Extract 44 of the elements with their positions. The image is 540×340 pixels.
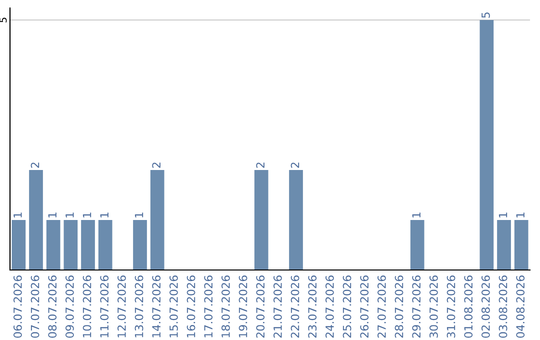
x-tick-label: 03.08.2026: [498, 276, 508, 338]
data-label: 1: [516, 212, 524, 218]
x-tick-label: 22.07.2026: [290, 276, 300, 338]
data-label: 1: [14, 212, 22, 218]
x-tick-label: 27.07.2026: [377, 276, 386, 338]
x-tick-label: 24.07.2026: [325, 276, 334, 338]
data-label: 2: [30, 162, 40, 168]
x-tick-label: 20.07.2026: [256, 276, 265, 338]
data-label: 1: [134, 212, 144, 218]
data-label: 1: [498, 212, 508, 218]
x-tick-label: 06.07.2026: [13, 276, 22, 338]
data-label: 5: [482, 12, 490, 18]
x-tick-label: 14.07.2026: [152, 276, 161, 338]
x-tick-label: 07.07.2026: [30, 276, 40, 338]
data-label: 2: [152, 162, 160, 168]
x-tick-label: 17.07.2026: [204, 276, 213, 338]
data-label: 1: [412, 212, 420, 218]
x-tick-label: 12.07.2026: [117, 276, 126, 338]
x-tick-label: 26.07.2026: [360, 276, 369, 338]
x-tick-label: 28.07.2026: [394, 276, 404, 338]
x-tick-label: 31.07.2026: [446, 276, 456, 338]
data-label: 1: [82, 212, 92, 218]
x-tick-label: 09.07.2026: [65, 276, 74, 338]
data-label: 1: [48, 212, 56, 218]
x-tick-label: 16.07.2026: [186, 276, 196, 338]
x-tick-label: 13.07.2026: [134, 276, 144, 338]
x-tick-label: 29.07.2026: [412, 276, 421, 338]
x-tick-label: 04.08.2026: [516, 276, 525, 338]
data-label: 1: [100, 212, 108, 218]
x-tick-label: 30.07.2026: [429, 276, 438, 338]
x-tick-label: 19.07.2026: [238, 276, 248, 338]
x-tick-label: 01.08.2026: [464, 276, 473, 338]
x-tick-label: 10.07.2026: [82, 276, 92, 338]
x-tick-label: 18.07.2026: [221, 276, 230, 338]
x-tick-label: 02.08.2026: [481, 276, 490, 338]
x-tick-label: 15.07.2026: [169, 276, 178, 338]
x-tick-label: 23.07.2026: [308, 276, 317, 338]
data-label: 2: [290, 162, 300, 168]
x-tick-label: 21.07.2026: [273, 276, 282, 338]
data-label: 1: [66, 212, 74, 218]
x-tick-label: 25.07.2026: [342, 276, 352, 338]
x-tick-label: 08.07.2026: [48, 276, 57, 338]
x-tick-label: 11.07.2026: [100, 276, 109, 338]
data-label: 2: [256, 162, 264, 168]
